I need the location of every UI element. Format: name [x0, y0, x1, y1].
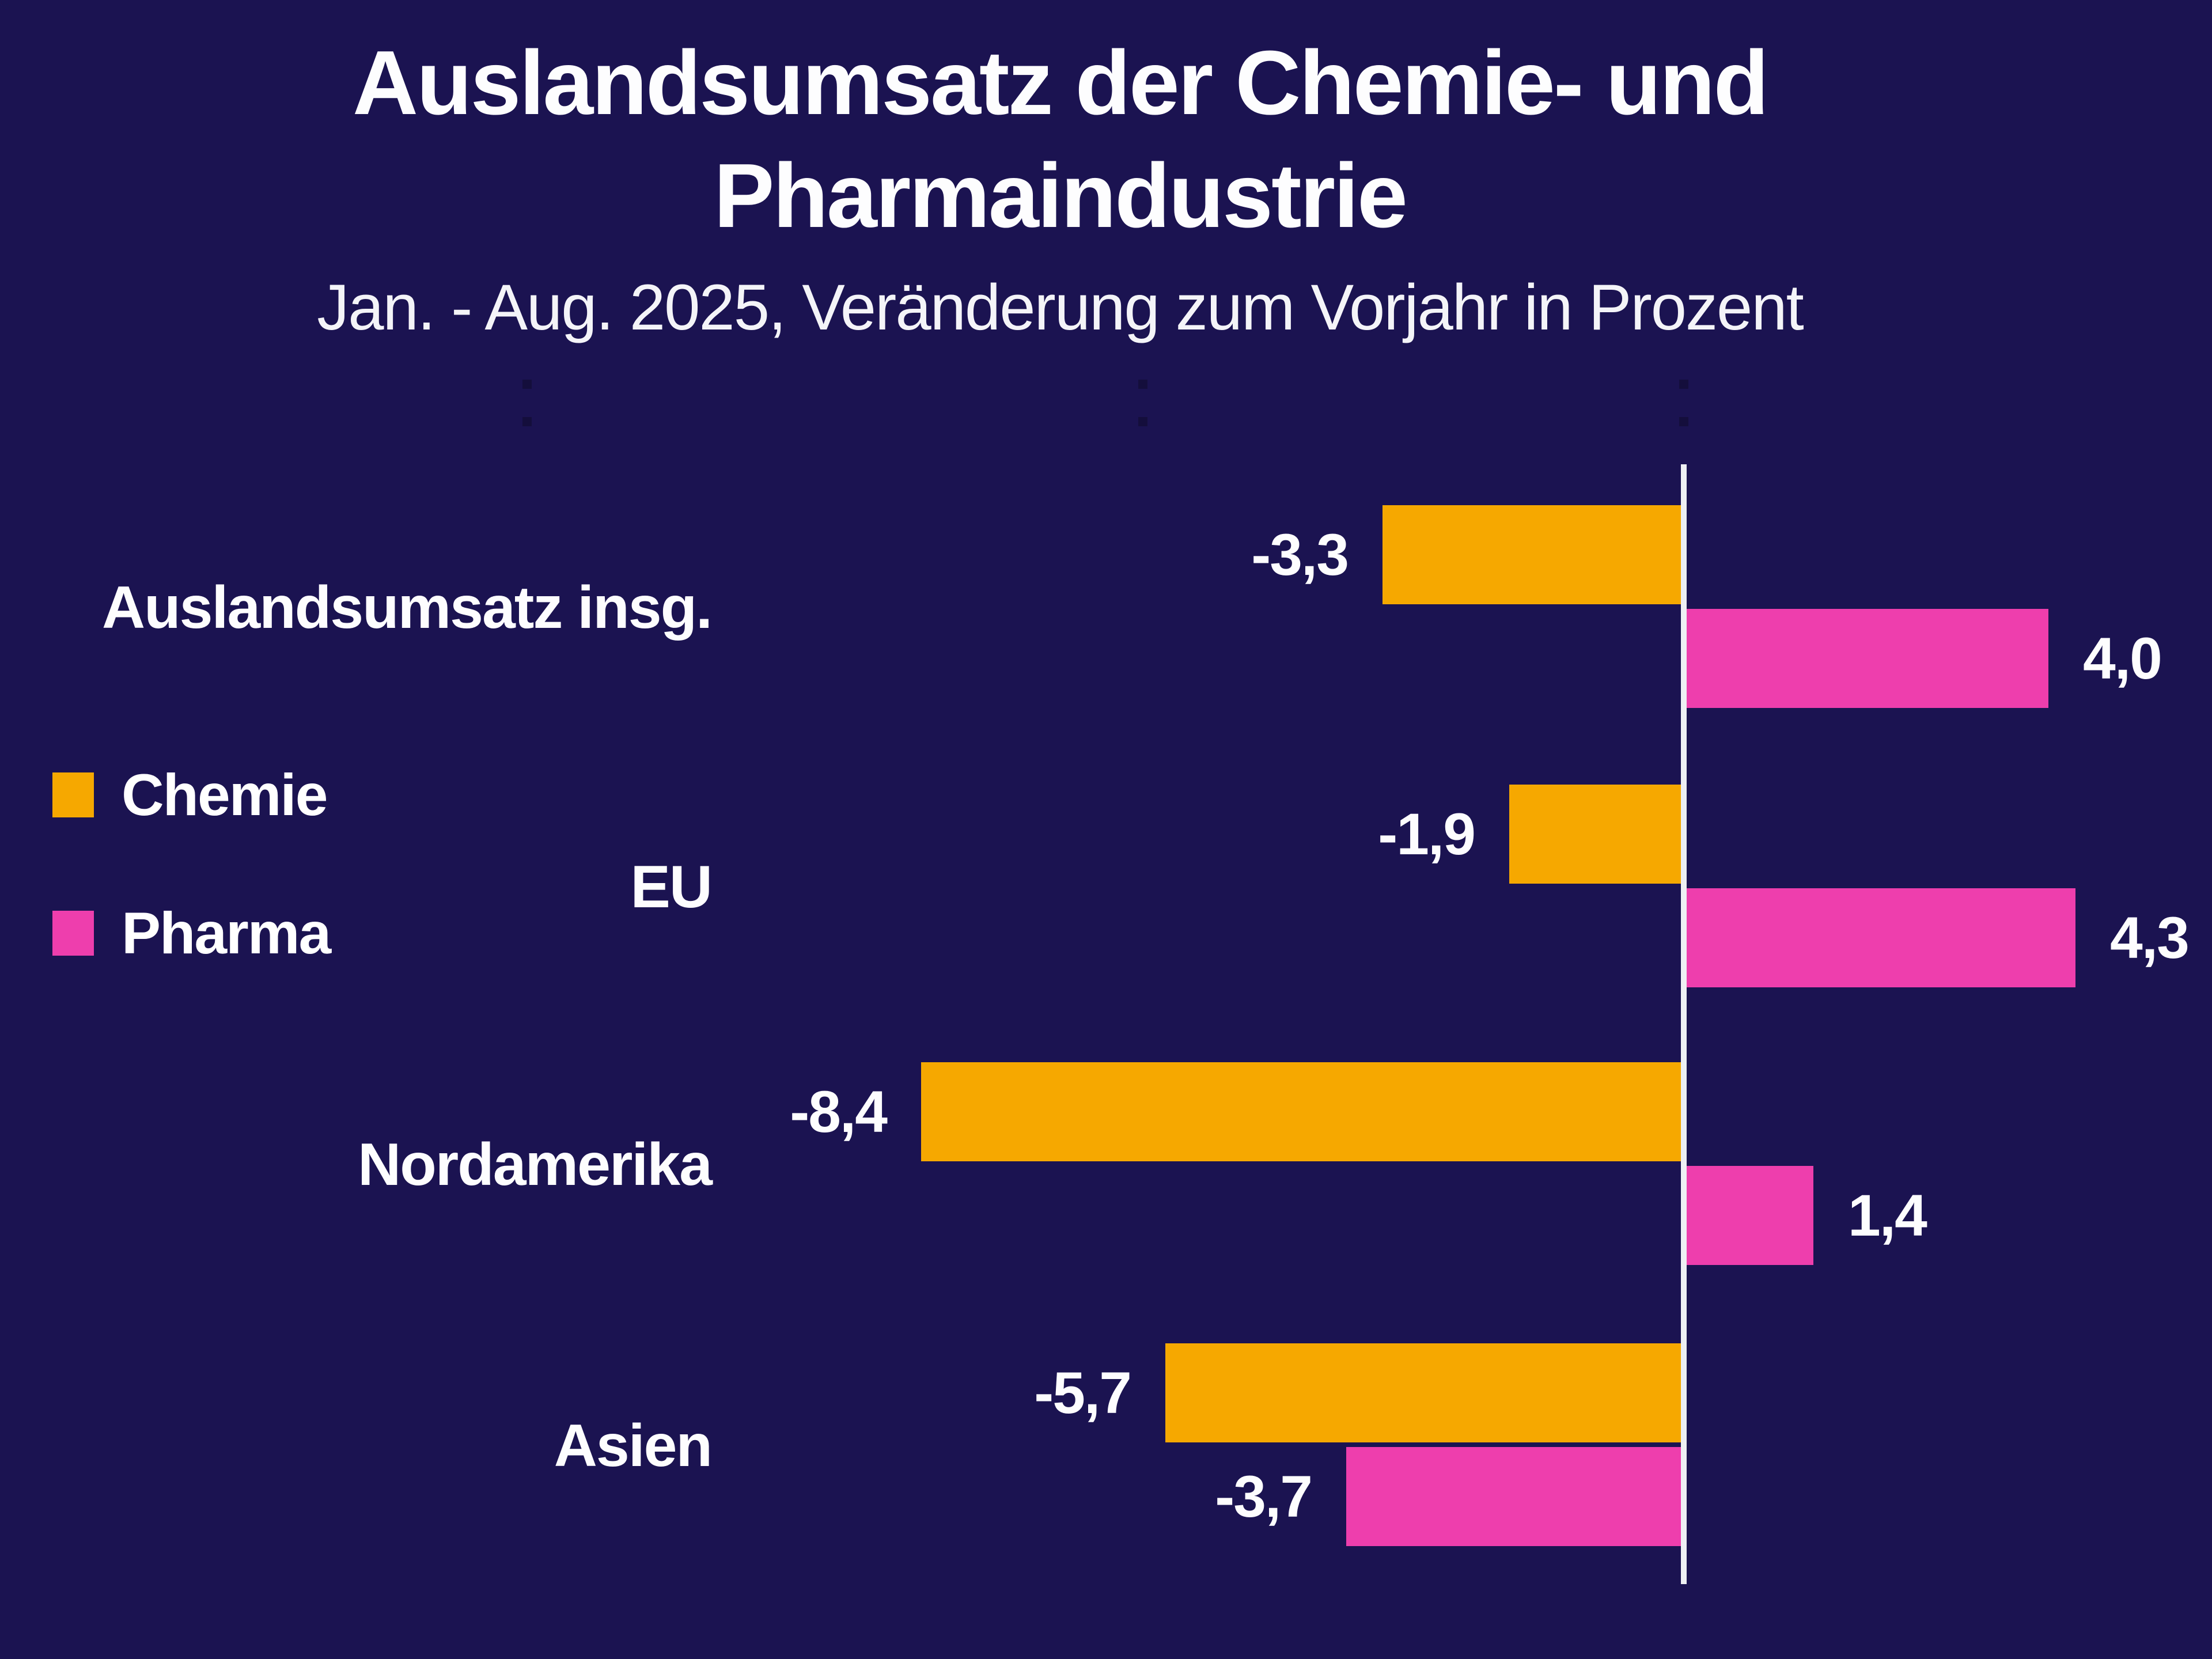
- legend-label-chemie: Chemie: [122, 762, 328, 828]
- value-label-pharma-2: 1,4: [1848, 1183, 1927, 1248]
- chemie-color-swatch: [52, 772, 94, 817]
- value-label-pharma-0: 4,0: [2083, 626, 2162, 691]
- value-label-pharma-3: -3,7: [1215, 1464, 1313, 1529]
- axis-tick-mark: [1138, 380, 1147, 389]
- axis-tick-mark: [522, 380, 532, 389]
- bar-pharma-0: [1687, 609, 2048, 708]
- value-label-chemie-2: -8,4: [790, 1079, 888, 1145]
- bar-pharma-2: [1687, 1166, 1813, 1265]
- bar-chemie-3: [1165, 1343, 1681, 1442]
- chart-title-line2: Pharmaindustrie: [714, 145, 1408, 247]
- chart-title: Auslandsumsatz der Chemie- und Pharmaind…: [0, 26, 2120, 252]
- axis-tick-mark: [1138, 417, 1147, 426]
- category-label-2: Nordamerika: [358, 1131, 713, 1198]
- axis-tick-mark: [522, 417, 532, 426]
- zero-axis-line: [1681, 464, 1687, 1584]
- bar-chemie-0: [1382, 505, 1681, 604]
- bar-chemie-2: [921, 1062, 1681, 1161]
- value-label-chemie-3: -5,7: [1034, 1360, 1132, 1426]
- axis-tick-mark: [1679, 417, 1688, 426]
- value-label-chemie-0: -3,3: [1251, 522, 1349, 588]
- pharma-color-swatch: [52, 911, 94, 956]
- chart-header: Auslandsumsatz der Chemie- und Pharmaind…: [0, 26, 2120, 348]
- bar-pharma-1: [1687, 888, 2075, 987]
- axis-tick-mark: [1679, 380, 1688, 389]
- bar-chemie-1: [1509, 785, 1681, 884]
- category-label-0: Auslandsumsatz insg.: [102, 574, 713, 641]
- value-label-chemie-1: -1,9: [1378, 801, 1476, 867]
- legend-item-chemie: Chemie: [52, 762, 328, 828]
- bar-pharma-3: [1346, 1447, 1681, 1546]
- category-label-1: EU: [630, 854, 713, 921]
- legend-item-pharma: Pharma: [52, 900, 331, 966]
- category-label-3: Asien: [554, 1412, 713, 1479]
- chart-subtitle: Jan. - Aug. 2025, Veränderung zum Vorjah…: [317, 271, 1804, 343]
- chart-title-line1: Auslandsumsatz der Chemie- und: [353, 32, 1769, 134]
- legend-label-pharma: Pharma: [122, 900, 331, 966]
- value-label-pharma-1: 4,3: [2110, 905, 2190, 971]
